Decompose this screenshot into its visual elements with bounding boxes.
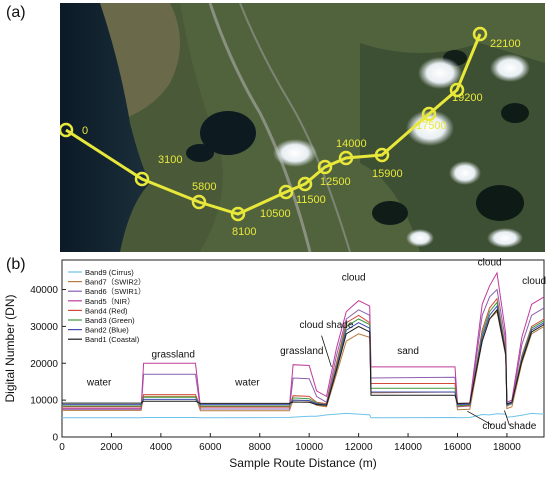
route-marker — [472, 26, 488, 42]
legend-label: Band3 (Green) — [85, 316, 135, 325]
lake — [186, 144, 214, 162]
legend-label: Band6（SWIR1） — [85, 287, 145, 296]
chart-annotation: water — [234, 377, 260, 388]
chart-annotation: water — [86, 377, 112, 388]
legend-label: Band5（NIR） — [85, 297, 135, 306]
route-marker — [338, 150, 354, 166]
route-marker-label: 10500 — [260, 208, 291, 220]
cloud — [449, 161, 481, 185]
lake — [476, 185, 524, 221]
legend-label: Band2 (Blue) — [85, 326, 129, 335]
lake — [372, 201, 408, 225]
route-marker — [421, 106, 437, 122]
route-marker — [449, 82, 465, 98]
axes: 0 2000 4000 6000 8000 10000 12000 14000 16000 180… — [30, 285, 521, 453]
cloud — [273, 139, 317, 167]
sea-area — [60, 3, 150, 252]
lake — [200, 111, 256, 155]
legend: Band9 (Cirrus)Band7（SWIR2）Band6（SWIR1）Ba… — [68, 268, 145, 344]
route-marker — [278, 184, 294, 200]
y-tick-label: 40000 — [30, 285, 58, 296]
chart-annotation: cloud — [522, 276, 546, 287]
x-tick-label: 0 — [59, 442, 65, 453]
y-axis-label: Digital Number (DN) — [3, 294, 17, 402]
series-line — [62, 308, 545, 406]
y-tick-label: 20000 — [30, 359, 58, 370]
legend-label: Band4 (Red) — [85, 306, 128, 315]
band-chart-svg: 0 2000 4000 6000 8000 10000 12000 14000 16000 180… — [3, 258, 546, 470]
satellite-image: 0 3100 5800 8100 10500 11500 12500 14000 15900 17… — [60, 3, 545, 252]
route-marker-label: 14000 — [336, 138, 367, 150]
route-marker-label: 5800 — [192, 181, 216, 193]
x-tick-label: 4000 — [150, 442, 173, 453]
route-marker — [317, 159, 333, 175]
chart-annotation: cloud — [342, 272, 366, 283]
satellite-map: 0 3100 5800 8100 10500 11500 12500 14000 15900 17… — [60, 3, 545, 252]
panel-a-label: (a) — [6, 4, 26, 21]
y-tick-label: 0 — [52, 433, 58, 444]
route-marker — [230, 206, 246, 222]
plot-frame — [61, 259, 545, 438]
legend-label: Band9 (Cirrus) — [85, 268, 134, 277]
x-axis-label: Sample Route Distance (m) — [229, 456, 376, 470]
route-marker-label: 8100 — [232, 226, 256, 238]
route-markers: 0 3100 5800 8100 10500 11500 12500 14000 15900 17… — [60, 26, 521, 238]
annotation-arrow — [321, 335, 332, 368]
cloud — [490, 54, 530, 82]
chart-annotation: cloud shade — [300, 320, 354, 331]
route-marker-label: 17500 — [416, 120, 447, 132]
y-tick-label: 10000 — [30, 396, 58, 407]
legend-label: Band7（SWIR2） — [85, 278, 145, 287]
x-tick-label: 16000 — [444, 442, 472, 453]
x-tick-label: 14000 — [394, 442, 422, 453]
panel-b-label: (b) — [6, 256, 26, 273]
annotation-arrow — [467, 410, 493, 426]
cloud — [406, 229, 434, 247]
x-tick-label: 12000 — [345, 442, 373, 453]
route-marker-label: 0 — [82, 125, 88, 137]
route-marker-label: 22100 — [490, 38, 521, 50]
route-marker — [297, 176, 313, 192]
legend-label: Band1 (Coastal) — [85, 335, 140, 344]
chart-annotation: grassland — [152, 350, 195, 361]
route-marker-label: 11500 — [296, 194, 326, 206]
route-marker-label: 3100 — [158, 154, 182, 166]
annotations: water grassland water grassland cloud shade c… — [86, 258, 546, 432]
y-tick-label: 30000 — [30, 322, 58, 333]
x-tick-label: 8000 — [249, 442, 272, 453]
route-marker-label: 12500 — [320, 176, 351, 188]
route-marker — [191, 194, 207, 210]
cloud — [418, 57, 462, 89]
x-tick-label: 2000 — [100, 442, 123, 453]
chart-annotation: cloud shade — [482, 421, 536, 432]
chart-annotation: cloud — [478, 258, 502, 269]
river — [208, 3, 312, 252]
annotation-arrow — [504, 410, 510, 426]
route-marker — [374, 147, 390, 163]
chart-annotation: sand — [397, 346, 419, 357]
route-marker-label: 15900 — [372, 168, 403, 180]
river — [239, 3, 351, 252]
x-tick-label: 10000 — [295, 442, 323, 453]
lake — [501, 103, 529, 123]
route-marker — [134, 171, 150, 187]
x-tick-label: 6000 — [199, 442, 222, 453]
cloud — [406, 110, 454, 146]
cloud — [487, 228, 523, 248]
chart-annotation: grassland — [280, 346, 323, 357]
route-marker-label: 19200 — [452, 92, 483, 104]
x-tick-label: 18000 — [493, 442, 521, 453]
band-chart: 0 2000 4000 6000 8000 10000 12000 14000 16000 180… — [0, 255, 550, 475]
route-marker — [60, 122, 74, 138]
